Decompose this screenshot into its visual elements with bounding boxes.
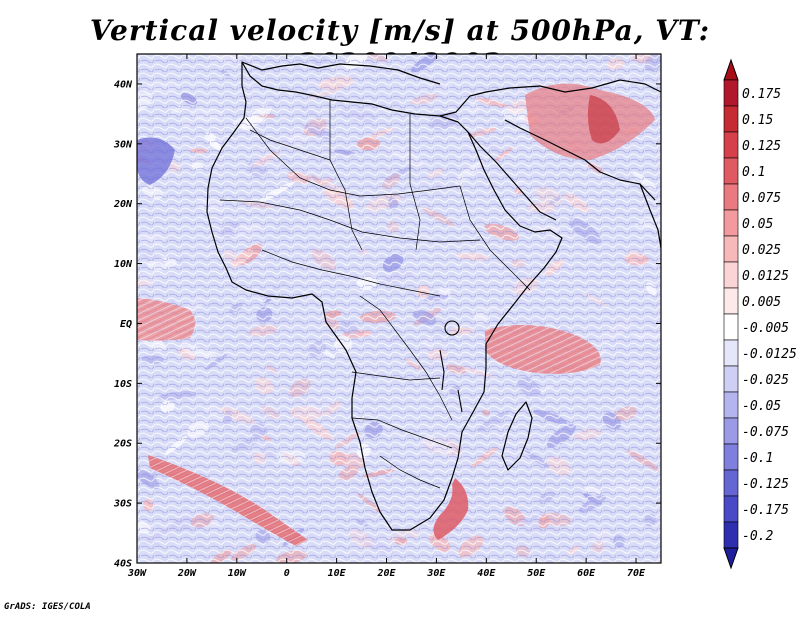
- colorbar-swatch: [723, 469, 739, 497]
- border-line: [245, 117, 461, 197]
- colorbar-label: 0.175: [742, 87, 781, 102]
- lat-tick-label: 10N: [114, 259, 133, 270]
- colorbar-swatch: [723, 287, 739, 315]
- border-line: [219, 199, 481, 243]
- southeast-africa-ascent-band: [433, 478, 469, 540]
- colorbar-swatch: [723, 443, 739, 471]
- colorbar-swatch: [723, 365, 739, 393]
- lon-tick-label: 10E: [328, 568, 347, 579]
- atlantic-equatorial-streaks: [137, 298, 195, 341]
- colorbar-label: -0.125: [742, 477, 789, 492]
- colorbar-label: -0.0125: [742, 347, 797, 362]
- mediterranean-asia-coast: [439, 79, 661, 117]
- colorbar-bottom-arrow: [723, 547, 739, 570]
- colorbar-label: 0.125: [742, 139, 781, 154]
- lon-tick-label: 20E: [376, 568, 396, 579]
- colorbar-label: -0.005: [742, 321, 789, 336]
- longitude-axis: 30W 20W 10W 0 10E 20E 30E 40E 50E 60E 70E: [127, 54, 646, 579]
- colorbar-swatch: [723, 79, 739, 107]
- lon-tick-label: 20W: [177, 568, 197, 579]
- colorbar-label: -0.025: [742, 373, 789, 388]
- lon-tick-label: 50E: [527, 568, 546, 579]
- colorbar-label: 0.05: [742, 217, 773, 232]
- lon-tick-label: 30E: [426, 568, 446, 579]
- country-borders: [219, 100, 531, 489]
- colorbar-swatch: [723, 261, 739, 289]
- border-line: [359, 295, 453, 421]
- colorbar-label: 0.005: [742, 295, 781, 310]
- grads-credit: GrADS: IGES/COLA: [4, 602, 91, 612]
- colorbar-swatch: [723, 339, 739, 367]
- lon-tick-label: 70E: [627, 568, 646, 579]
- border-line: [351, 371, 441, 381]
- colorbar-swatch: [723, 417, 739, 445]
- lat-tick-label: 30N: [113, 139, 133, 150]
- colorbar-swatch: [723, 521, 739, 549]
- latitude-axis: 40N 30N 20N 10N EQ 10S 20S 30S 40S: [113, 79, 661, 570]
- northeast-atlantic-descent-area: [137, 137, 175, 185]
- colorbar-swatch: [723, 157, 739, 185]
- colorbar-swatch: [723, 105, 739, 133]
- colorbar-swatch: [723, 495, 739, 523]
- lon-tick-label: 30W: [127, 568, 147, 579]
- southern-europe-coast: [241, 61, 441, 85]
- lon-tick-label: 10W: [228, 568, 247, 579]
- colorbar-label: 0.1: [742, 165, 765, 180]
- lat-tick-label: 20S: [113, 439, 132, 450]
- lat-tick-label: 30S: [113, 499, 132, 510]
- border-line: [459, 185, 531, 291]
- gulf-arabian-coast: [504, 119, 656, 201]
- colorbar-label: -0.1: [742, 451, 773, 466]
- colorbar-label: 0.15: [742, 113, 773, 128]
- south-atlantic-band-streaks: [148, 455, 308, 546]
- colorbar-label: -0.175: [742, 503, 789, 518]
- colorbar-swatch: [723, 391, 739, 419]
- border-line: [261, 249, 441, 297]
- iran-strong-ascent-area: [587, 95, 620, 144]
- map-field: [137, 54, 661, 563]
- lake-victoria: [444, 320, 460, 336]
- lon-tick-label: 60E: [577, 568, 596, 579]
- map-frame: [136, 53, 662, 564]
- colorbar-swatch: [723, 209, 739, 237]
- lakes: [439, 320, 463, 413]
- colorbar-swatch: [723, 183, 739, 211]
- lat-tick-label: 10S: [114, 379, 132, 390]
- red-sea-east-coast: [467, 131, 557, 221]
- colorbar-label: 0.025: [742, 243, 781, 258]
- colorbar-swatch: [723, 313, 739, 341]
- india-coast: [639, 183, 661, 249]
- colorbar-label: 0.0125: [742, 269, 789, 284]
- colorbar-label: -0.075: [742, 425, 789, 440]
- coastlines: [206, 61, 661, 531]
- lake-tanganyika: [439, 349, 445, 391]
- lat-tick-label: 40N: [114, 79, 133, 90]
- colorbar-top-arrow: [723, 58, 739, 81]
- colorbar-label: 0.075: [742, 191, 781, 206]
- africa-coastline: [206, 61, 563, 531]
- border-line: [249, 129, 331, 161]
- lat-tick-label: 40S: [114, 559, 132, 570]
- lat-tick-label: 20N: [113, 199, 133, 210]
- colorbar-label: -0.05: [742, 399, 781, 414]
- indian-ocean-streaks: [485, 325, 601, 374]
- lat-tick-label: EQ: [120, 319, 132, 330]
- lon-tick-label: 40E: [477, 568, 496, 579]
- lake-malawi: [457, 389, 463, 413]
- colorbar-label: -0.2: [742, 529, 773, 544]
- lon-tick-label: 0: [284, 568, 290, 579]
- madagascar-coastline: [501, 401, 533, 471]
- border-line: [379, 455, 441, 489]
- border-line: [409, 114, 421, 251]
- colorbar-swatch: [723, 131, 739, 159]
- colorbar: 0.175 0.15 0.125 0.1 0.075 0.05 0.025 0.0125 0.0…: [723, 58, 797, 570]
- border-line: [329, 100, 363, 251]
- colorbar-swatch: [723, 235, 739, 263]
- border-line: [351, 417, 453, 449]
